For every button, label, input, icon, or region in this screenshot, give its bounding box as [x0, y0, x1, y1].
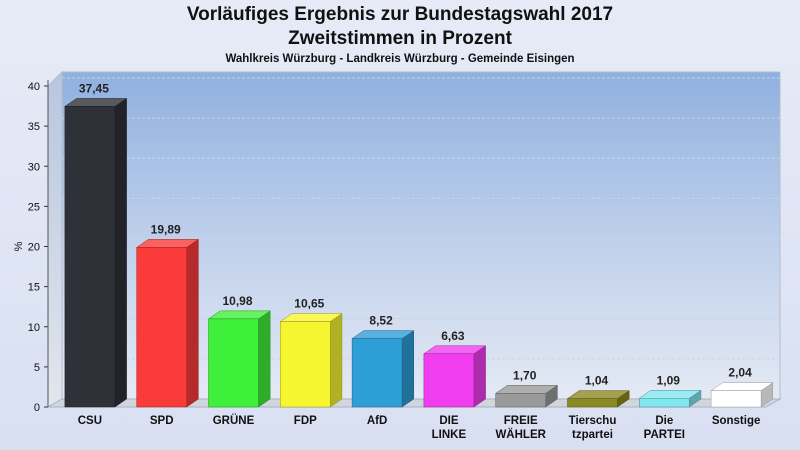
x-tick-label: PARTEI	[644, 429, 685, 441]
bar-value-label: 6,63	[441, 329, 465, 343]
bar	[351, 338, 403, 408]
x-tick-label: FREIE	[504, 415, 538, 427]
bar	[208, 318, 259, 408]
y-tick-label: 35	[28, 121, 40, 133]
bar	[567, 398, 618, 408]
chart-subtitle: Zweitstimmen in Prozent	[288, 28, 512, 49]
left-wall	[47, 70, 63, 408]
bar	[710, 390, 762, 408]
bar	[280, 321, 331, 408]
x-tick-label: AfD	[367, 415, 387, 427]
bar-side	[330, 313, 343, 408]
bar-value-label: 2,04	[728, 366, 752, 380]
bar-value-label: 1,09	[657, 373, 681, 387]
y-tick-label: 30	[28, 161, 40, 173]
bar-side	[114, 97, 127, 408]
y-axis-label: %	[13, 241, 25, 251]
x-tick-label: FDP	[294, 415, 317, 427]
bar-value-label: 1,04	[585, 374, 609, 388]
x-tick-label: GRÜNE	[213, 414, 255, 427]
bar-value-label: 19,89	[151, 222, 181, 236]
x-tick-label: CSU	[78, 415, 102, 427]
bar	[136, 247, 187, 408]
x-tick-label: Sonstige	[712, 415, 761, 427]
y-tick-label: 5	[34, 362, 40, 374]
x-tick-label: Tierschu	[569, 415, 617, 427]
bar-value-label: 10,65	[294, 297, 324, 311]
x-tick-label: SPD	[150, 415, 174, 427]
bar-side	[473, 345, 486, 408]
bar	[639, 398, 690, 408]
y-tick-label: 20	[28, 242, 40, 254]
bar-value-label: 8,52	[369, 314, 393, 328]
bar-side	[258, 310, 271, 408]
bar-side	[186, 238, 199, 408]
bar	[423, 353, 475, 408]
bar-side	[401, 330, 415, 408]
x-tick-label: WÄHLER	[495, 428, 546, 441]
chart-location: Wahlkreis Würzburg - Landkreis Würzburg …	[225, 53, 575, 65]
bar	[64, 106, 116, 408]
x-tick-label: Die	[655, 415, 673, 427]
x-tick-label: tzpartei	[572, 429, 613, 441]
bar	[495, 393, 546, 408]
chart-title: Vorläufiges Ergebnis zur Bundestagswahl …	[186, 4, 614, 25]
bar-value-label: 37,45	[79, 81, 109, 95]
bar-value-label: 1,70	[513, 368, 537, 382]
y-tick-label: 40	[28, 81, 40, 93]
x-tick-label: DIE	[439, 415, 459, 427]
x-tick-label: LINKE	[432, 429, 467, 441]
y-tick-label: 25	[28, 201, 40, 213]
y-tick-label: 0	[34, 402, 40, 414]
y-tick-label: 10	[28, 322, 40, 334]
bar-value-label: 10,98	[222, 294, 252, 308]
y-tick-label: 15	[28, 282, 40, 294]
